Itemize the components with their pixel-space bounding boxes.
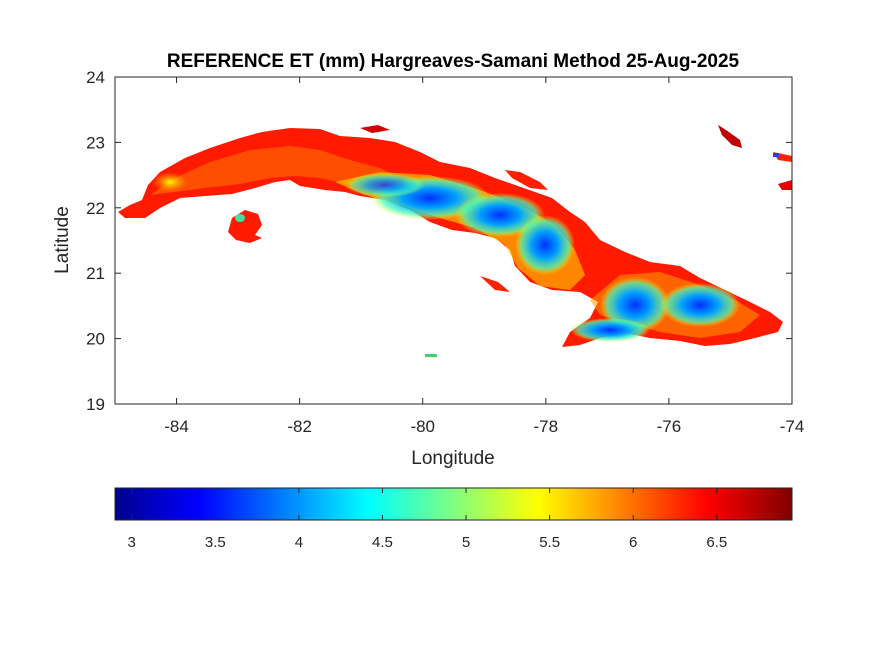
inagua-islands <box>718 125 742 148</box>
colorbar-tick-label: 6.5 <box>706 534 727 551</box>
southern-islet <box>425 354 437 357</box>
x-tick-label: -80 <box>410 417 435 436</box>
y-tick-label: 22 <box>86 199 105 218</box>
y-tick-label: 19 <box>86 395 105 414</box>
x-tick-label: -76 <box>657 417 682 436</box>
northern-keys <box>360 125 390 133</box>
x-axis-ticks: -84 -82 -80 -78 -76 -74 <box>164 77 804 436</box>
colorbar-tick-label: 3.5 <box>205 534 226 551</box>
east-low-et-blob-2 <box>660 283 740 327</box>
colorbar: 3 3.5 4 4.5 5 5.5 6 6.5 <box>114 487 793 551</box>
cuba-orange-band-west <box>150 146 400 195</box>
x-tick-label: -74 <box>780 417 805 436</box>
x-axis-label: Longitude <box>411 448 494 469</box>
map-plot-area <box>114 76 793 405</box>
colorbar-tick-label: 3 <box>128 534 136 551</box>
colorbar-tick-label: 4.5 <box>372 534 393 551</box>
hispaniola-edge-2 <box>778 180 792 190</box>
x-tick-label: -84 <box>164 417 189 436</box>
central-low-et-blob-3 <box>515 215 575 275</box>
x-tick-label: -78 <box>534 417 559 436</box>
west-yellow-patch <box>152 172 188 192</box>
y-axis-ticks: 19 20 21 22 23 24 <box>86 68 792 414</box>
central-low-et-blob-4 <box>345 173 425 197</box>
plot-background <box>115 77 792 404</box>
y-tick-label: 24 <box>86 68 105 87</box>
y-tick-label: 23 <box>86 133 105 152</box>
northeast-keys <box>505 170 548 190</box>
southern-keys <box>480 276 510 292</box>
y-axis-label: Latitude <box>52 206 73 274</box>
plot-frame <box>114 76 793 405</box>
x-tick-label: -82 <box>287 417 312 436</box>
isla-juventud-green-spot <box>235 214 245 222</box>
colorbar-tick-label: 5.5 <box>539 534 560 551</box>
south-low-et-blob <box>570 318 650 342</box>
colorbar-tick-label: 6 <box>629 534 637 551</box>
chart-title: REFERENCE ET (mm) Hargreaves-Samani Meth… <box>167 51 740 72</box>
colorbar-ticks: 3 3.5 4 4.5 5 5.5 6 6.5 <box>128 488 727 551</box>
colorbar-tick-label: 4 <box>295 534 303 551</box>
y-tick-label: 21 <box>86 264 105 283</box>
colorbar-tick-label: 5 <box>462 534 470 551</box>
hispaniola-blue-spot <box>773 153 779 157</box>
colorbar-gradient <box>114 487 793 521</box>
y-tick-label: 20 <box>86 330 105 349</box>
